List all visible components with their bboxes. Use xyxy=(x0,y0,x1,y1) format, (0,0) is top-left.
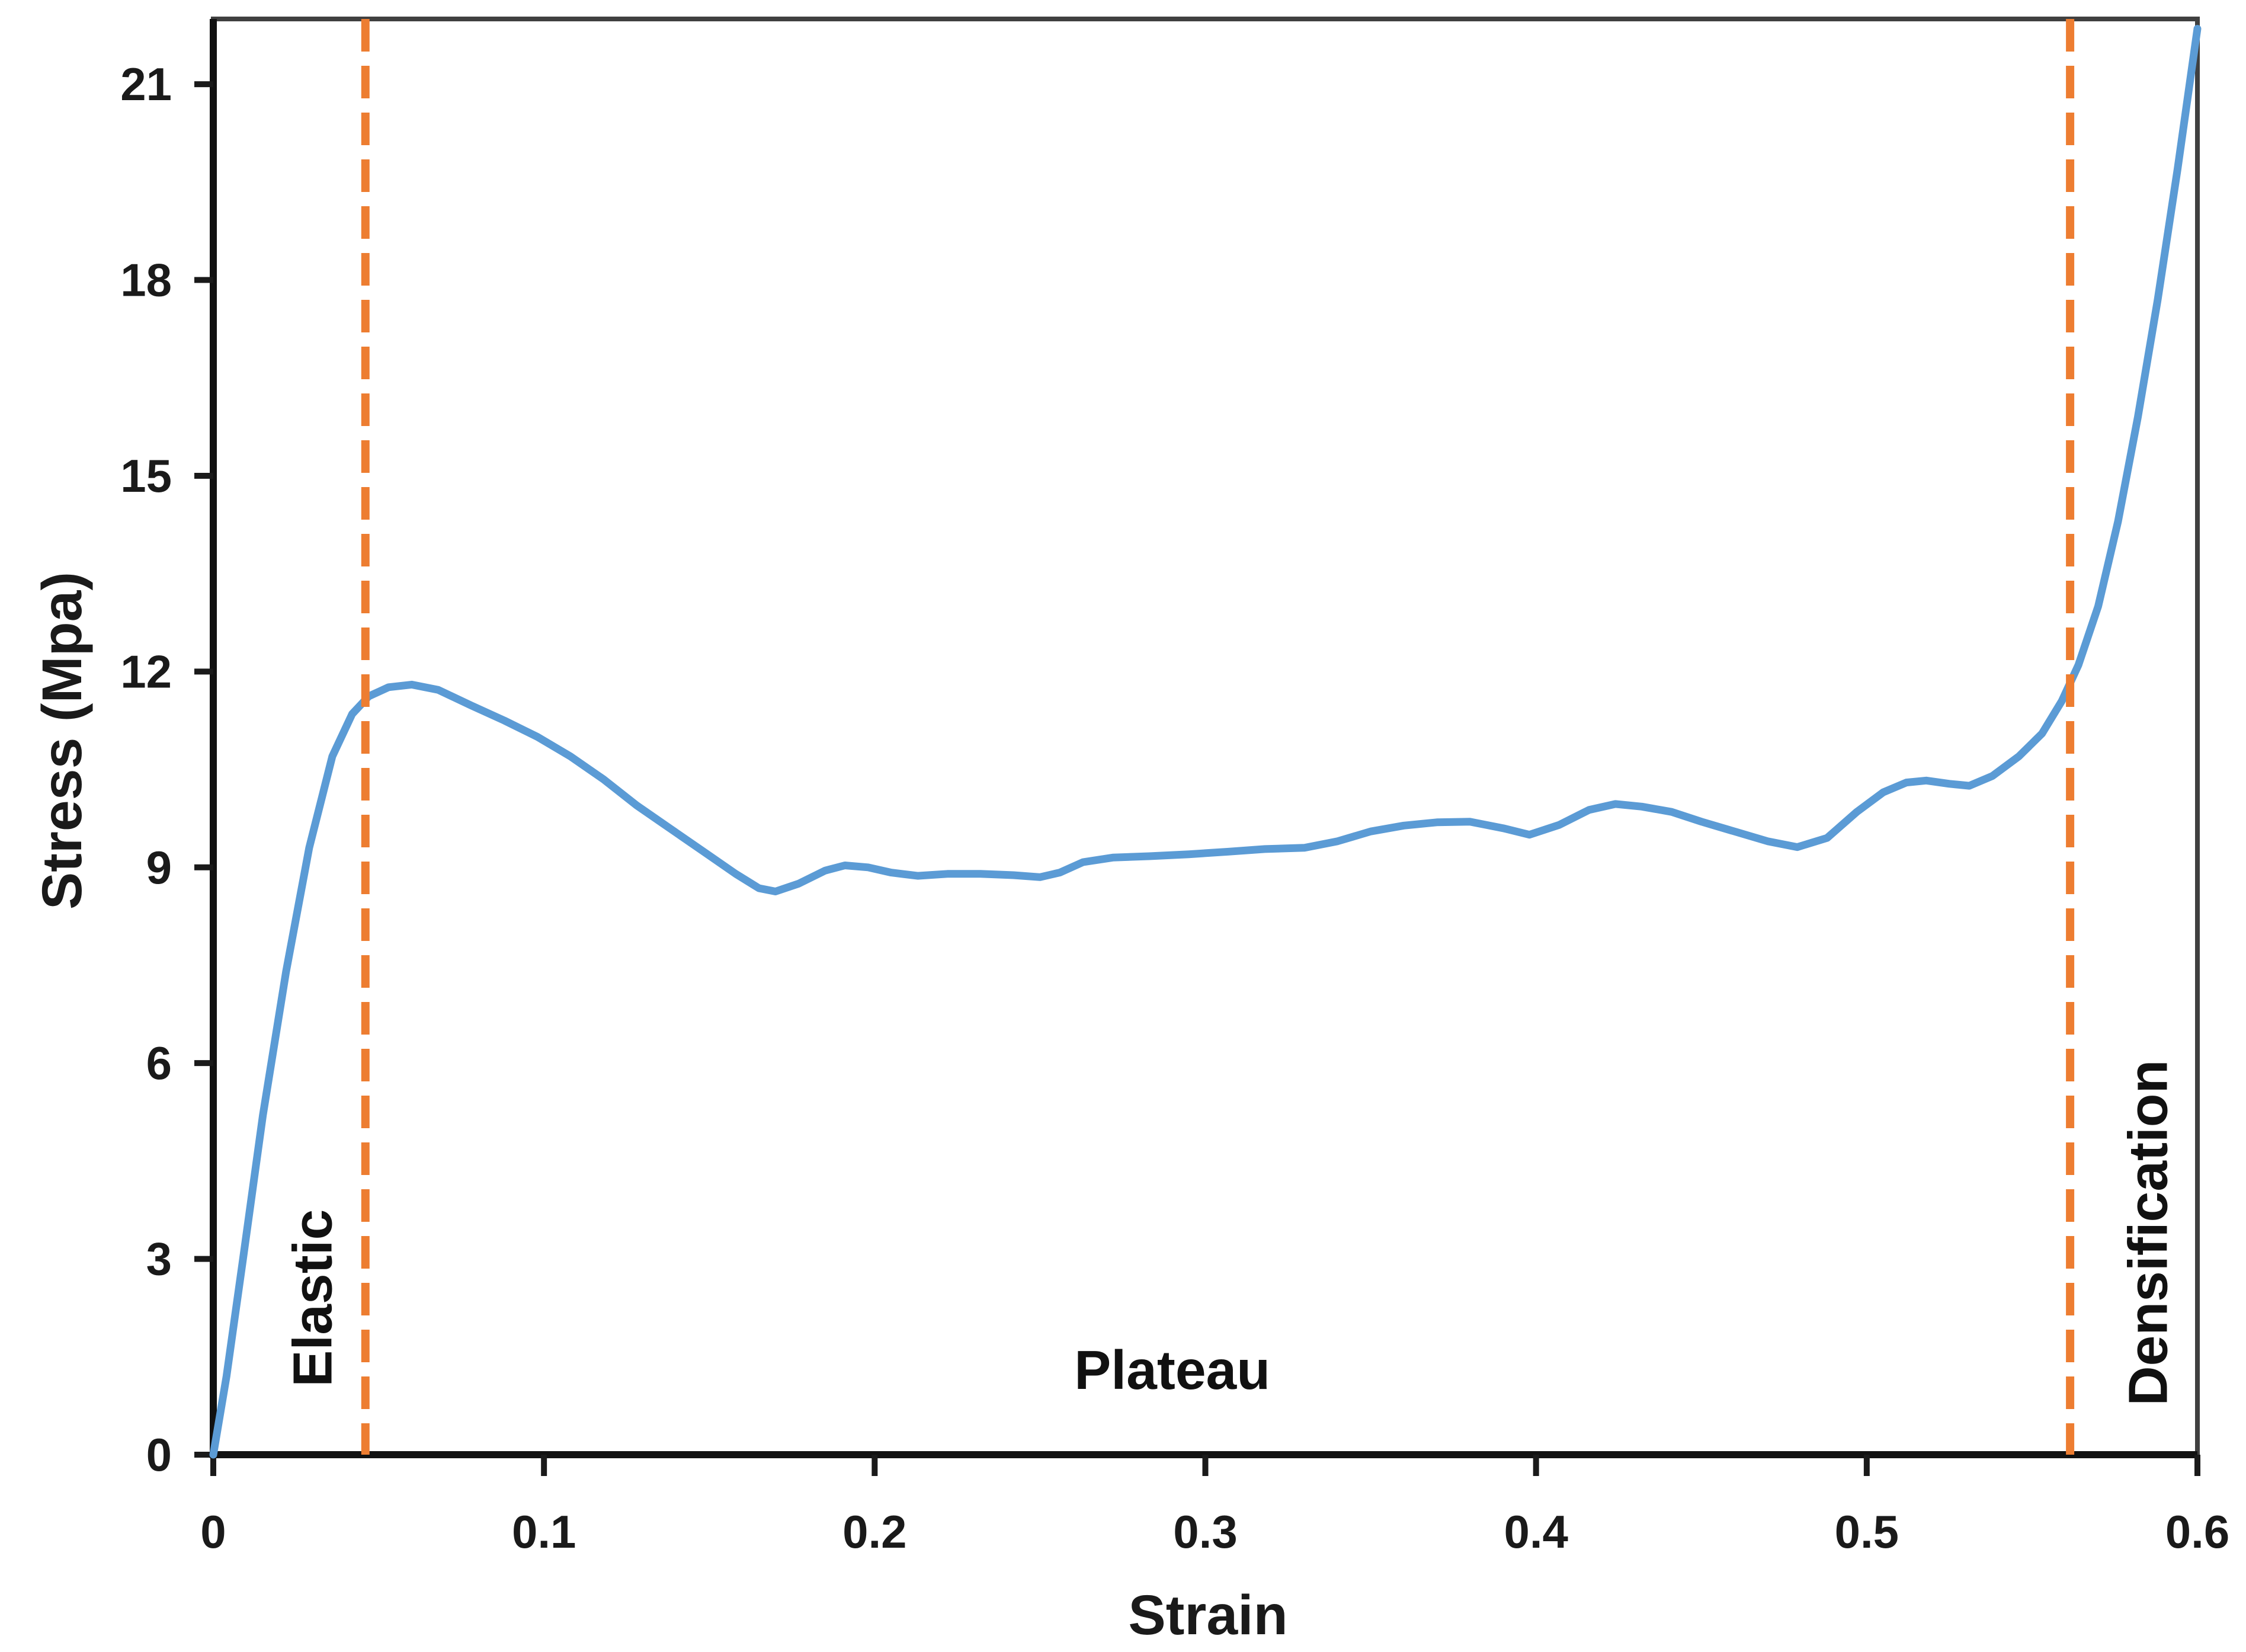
y-tick-label: 0 xyxy=(146,1429,172,1481)
stress-strain-curve xyxy=(209,25,2202,1459)
x-tick-label: 0.1 xyxy=(512,1506,576,1558)
densification-region-label: Densification xyxy=(2117,1060,2178,1406)
plateau-region-label: Plateau xyxy=(1074,1339,1270,1401)
x-tick-label: 0.2 xyxy=(842,1506,906,1558)
region-boundary-lines xyxy=(361,19,2075,1455)
x-tick-label: 0 xyxy=(200,1506,226,1558)
x-axis-title: Strain xyxy=(1128,1584,1287,1647)
x-axis-ticks: 0 0.1 0.2 0.3 0.4 0.5 0.6 xyxy=(200,1455,2229,1558)
y-tick-label: 15 xyxy=(120,450,172,502)
y-tick-label: 21 xyxy=(120,58,172,110)
x-tick-label: 0.3 xyxy=(1173,1506,1237,1558)
y-tick-label: 6 xyxy=(146,1037,172,1089)
x-tick-label: 0.4 xyxy=(1504,1506,1568,1558)
x-tick-label: 0.6 xyxy=(2165,1506,2229,1558)
elastic-region-label: Elastic xyxy=(281,1209,343,1387)
y-tick-label: 18 xyxy=(120,254,172,306)
y-tick-label: 3 xyxy=(146,1233,172,1285)
y-tick-label: 9 xyxy=(146,841,172,894)
y-axis-ticks: 0 3 6 9 12 15 18 21 xyxy=(120,58,213,1481)
x-tick-label: 0.5 xyxy=(1835,1506,1899,1558)
y-axis-title: Stress (Mpa) xyxy=(31,572,94,910)
plot-area xyxy=(211,17,2200,1457)
y-tick-label: 12 xyxy=(120,645,172,697)
